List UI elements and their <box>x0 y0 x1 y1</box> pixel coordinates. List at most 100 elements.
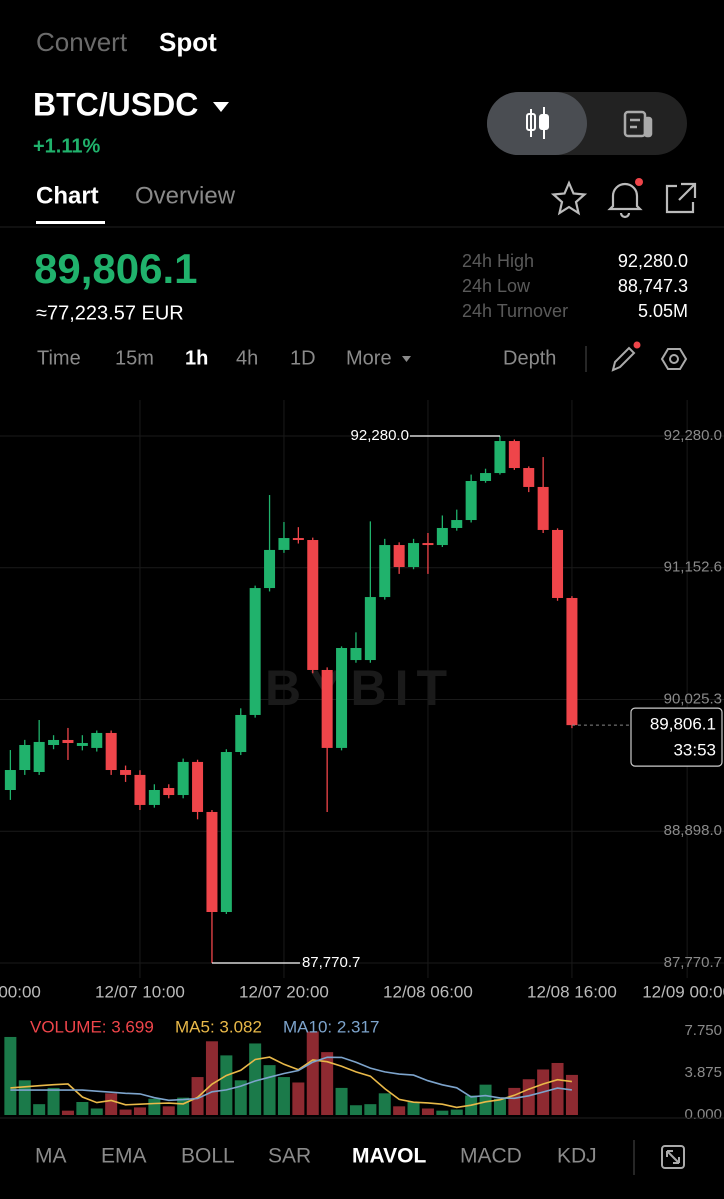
candle-body <box>76 743 88 746</box>
indicator-tab[interactable]: EMA <box>101 1145 147 1168</box>
candle-body <box>19 745 31 771</box>
volume-bar <box>61 1110 74 1115</box>
candle-body <box>4 770 16 790</box>
volume-bar <box>393 1106 406 1115</box>
interval-more[interactable]: More <box>346 347 392 369</box>
volume-bar <box>407 1101 420 1115</box>
indicator-tab[interactable]: MACD <box>460 1145 522 1168</box>
volume-bar <box>436 1110 449 1115</box>
pair-dropdown[interactable] <box>213 102 229 112</box>
y-tick-label: 92,280.0 <box>664 427 722 444</box>
legend-entry: MA5: 3.082 <box>175 1017 262 1036</box>
candle-body <box>336 648 348 748</box>
stat-value: 5.05M <box>638 301 688 321</box>
stat-value: 92,280.0 <box>618 251 688 271</box>
candle-body <box>379 545 391 598</box>
candle-body <box>364 597 376 661</box>
draw-dot <box>633 341 641 349</box>
interval[interactable]: 1D <box>290 347 316 369</box>
indicator-tab[interactable]: BOLL <box>181 1145 235 1168</box>
candle-body <box>350 648 362 661</box>
candle-body <box>307 540 319 670</box>
watermark: BYBIT <box>265 660 455 716</box>
candle-body <box>537 486 549 530</box>
toggle-active[interactable] <box>487 92 587 155</box>
chart-tab[interactable]: Chart <box>36 182 99 209</box>
tab-underline <box>36 221 105 224</box>
countdown: 33:53 <box>673 741 716 760</box>
candle-body <box>220 752 232 913</box>
volume-bar <box>205 1041 218 1115</box>
stat-value: 88,747.3 <box>618 276 688 296</box>
fiat-price: ≈77,223.57 EUR <box>36 302 184 324</box>
legend-entry: MA10: 2.317 <box>283 1017 379 1036</box>
interval[interactable]: 4h <box>236 347 258 369</box>
volume-bar <box>119 1109 132 1115</box>
candle-body <box>134 774 146 805</box>
candle-body <box>465 480 477 521</box>
annotation-label: 92,280.0 <box>351 427 409 444</box>
spot-tab[interactable]: Spot <box>159 27 217 57</box>
candle-icon <box>526 107 549 139</box>
candle-body <box>393 545 405 568</box>
candle-body <box>177 761 189 796</box>
indicator-tab[interactable]: KDJ <box>557 1145 597 1168</box>
volume-bar <box>234 1080 247 1115</box>
volume-bar <box>90 1108 103 1115</box>
y-tick-label: 3.875 <box>684 1064 722 1081</box>
candle-body <box>278 538 290 550</box>
pair[interactable]: BTC/USDC <box>33 86 198 122</box>
expand-icon[interactable] <box>661 1145 685 1169</box>
stat-label: 24h Low <box>462 276 531 296</box>
indicator-tab[interactable]: SAR <box>268 1145 311 1168</box>
draw-icon[interactable] <box>611 346 636 372</box>
volume-bar <box>263 1065 276 1115</box>
volume-bar <box>18 1080 31 1115</box>
last-price: 89,806.1 <box>34 245 198 292</box>
more-caret <box>402 356 411 362</box>
volume-bar <box>551 1062 564 1115</box>
last-price-label: 89,806.1 <box>650 715 716 734</box>
candle-body <box>422 543 434 546</box>
plot: 92,280.0 91,152.6 90,025.3 88,898.0 87,770.7… <box>0 427 724 1123</box>
volume-bar <box>76 1101 89 1115</box>
ma-line <box>10 1056 573 1109</box>
stat-label: 24h Turnover <box>462 301 568 321</box>
view-toggle[interactable] <box>487 92 687 155</box>
x-tick-label: 12/07 10:00 <box>95 982 185 1001</box>
volume-bar <box>105 1093 118 1115</box>
interval[interactable]: Time <box>37 347 81 369</box>
alert-dot <box>635 178 643 186</box>
interval[interactable]: 15m <box>115 347 154 369</box>
depth-tab[interactable]: Depth <box>503 347 556 369</box>
candle-body <box>436 527 448 546</box>
overview-tab[interactable]: Overview <box>135 182 236 209</box>
volume-bar <box>306 1031 319 1115</box>
candle-body <box>48 739 60 746</box>
x-tick-label: 12/07 00:00 <box>0 982 41 1001</box>
volume-bar <box>565 1074 578 1115</box>
legend-entry: VOLUME: 3.699 <box>30 1017 154 1036</box>
indicator-tab-active[interactable]: MAVOL <box>352 1145 426 1168</box>
y-tick-label: 90,025.3 <box>664 690 722 707</box>
convert-tab[interactable]: Convert <box>36 27 128 57</box>
y-tick-label: 91,152.6 <box>664 559 722 576</box>
x-tick-label: 12/09 00:00 <box>642 982 724 1001</box>
interval-active[interactable]: 1h <box>185 347 208 369</box>
indicator-tab[interactable]: MA <box>35 1145 67 1168</box>
share-icon[interactable] <box>665 182 697 214</box>
candle-body <box>148 789 160 805</box>
candle-body <box>494 441 506 474</box>
volume-bar <box>133 1107 146 1115</box>
alert-icon[interactable] <box>607 182 643 219</box>
volume-bar <box>47 1087 60 1115</box>
volume-bar <box>450 1109 463 1115</box>
volume-bar <box>479 1084 492 1115</box>
candle-body <box>192 761 204 812</box>
ma-line <box>10 1056 572 1102</box>
favorite-icon[interactable] <box>550 180 588 216</box>
settings-icon[interactable] <box>660 348 688 370</box>
doc-icon[interactable] <box>623 110 653 138</box>
